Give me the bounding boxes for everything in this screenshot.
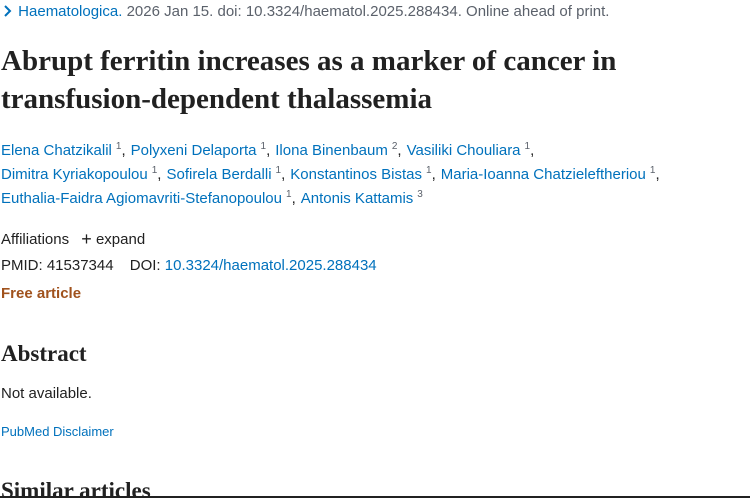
doi-link[interactable]: 10.3324/haematol.2025.288434: [164, 257, 377, 274]
affiliations-label: Affiliations: [1, 231, 70, 248]
author-link[interactable]: Maria-Ioanna Chatzieleftheriou: [440, 166, 646, 183]
affiliations-row: Affiliations + expand: [1, 229, 145, 250]
expand-toggle[interactable]: + expand: [81, 229, 146, 249]
identifiers-row: PMID: 41537344 DOI: 10.3324/haematol.202…: [1, 257, 377, 274]
free-article: Free article: [1, 285, 82, 302]
divider: [0, 496, 750, 498]
author-separator: ,: [655, 166, 660, 183]
similar-heading: Similar articles: [1, 478, 151, 503]
affiliation-number: 1: [151, 165, 158, 176]
abstract-text: Not available.: [1, 385, 92, 402]
expand-text: expand: [95, 231, 146, 248]
affiliation-number: 1: [649, 165, 656, 176]
author-line: Dimitra Kyriakopoulou 1, Sofirela Berdalli…: [1, 165, 665, 183]
abstract-heading: Abstract: [1, 341, 87, 366]
author-link[interactable]: Antonis Kattamis: [300, 190, 414, 207]
doi-label: DOI:: [129, 257, 161, 274]
article-title: Abrupt ferritin increases as a marker of…: [1, 45, 617, 115]
affiliation-number: 1: [275, 165, 282, 176]
affiliation-number: 2: [391, 141, 398, 152]
affiliation-number: 3: [417, 189, 423, 200]
pmid: 41537344: [46, 257, 114, 274]
journal-link[interactable]: Haematologica.: [18, 3, 123, 20]
author-link[interactable]: Ilona Binenbaum: [275, 142, 388, 159]
author-separator: ,: [121, 142, 126, 159]
author-separator: ,: [291, 190, 296, 207]
author-link[interactable]: Elena Chatzikalil: [1, 142, 112, 159]
affiliation-number: 1: [426, 165, 432, 176]
author-separator: ,: [530, 142, 535, 159]
author-separator: ,: [281, 166, 286, 183]
author-link[interactable]: Euthalia-Faidra Agiomavriti-Stefanopoulo…: [1, 190, 282, 207]
affiliation-number: 1: [115, 141, 122, 152]
citation-line: Haematologica. 2026 Jan 15. doi: 10.3324…: [2, 3, 609, 20]
author-link[interactable]: Konstantinos Bistas: [290, 166, 423, 183]
author-link[interactable]: Vasiliki Chouliara: [406, 142, 521, 159]
chevron-icon: [4, 5, 12, 17]
author-separator: ,: [431, 166, 436, 183]
author-line: Euthalia-Faidra Agiomavriti-Stefanopoulo…: [1, 189, 423, 207]
author-link[interactable]: Polyxeni Delaporta: [130, 142, 257, 159]
plus-icon: +: [81, 229, 92, 249]
author-line: Elena Chatzikalil 1, Polyxeni Delaporta 1, I…: [1, 141, 539, 159]
affiliation-number: 1: [286, 189, 292, 200]
affiliation-number: 1: [260, 141, 267, 152]
disclaimer-link[interactable]: PubMed Disclaimer: [1, 424, 114, 439]
pmid-label: PMID:: [1, 257, 43, 274]
citation-details: 2026 Jan 15. doi: 10.3324/haematol.2025.…: [126, 3, 610, 20]
author-separator: ,: [397, 142, 402, 159]
author-link[interactable]: Sofirela Berdalli: [166, 166, 272, 183]
author-separator: ,: [266, 142, 271, 159]
author-link[interactable]: Dimitra Kyriakopoulou: [1, 166, 148, 183]
affiliation-number: 1: [524, 141, 531, 152]
author-separator: ,: [157, 166, 162, 183]
